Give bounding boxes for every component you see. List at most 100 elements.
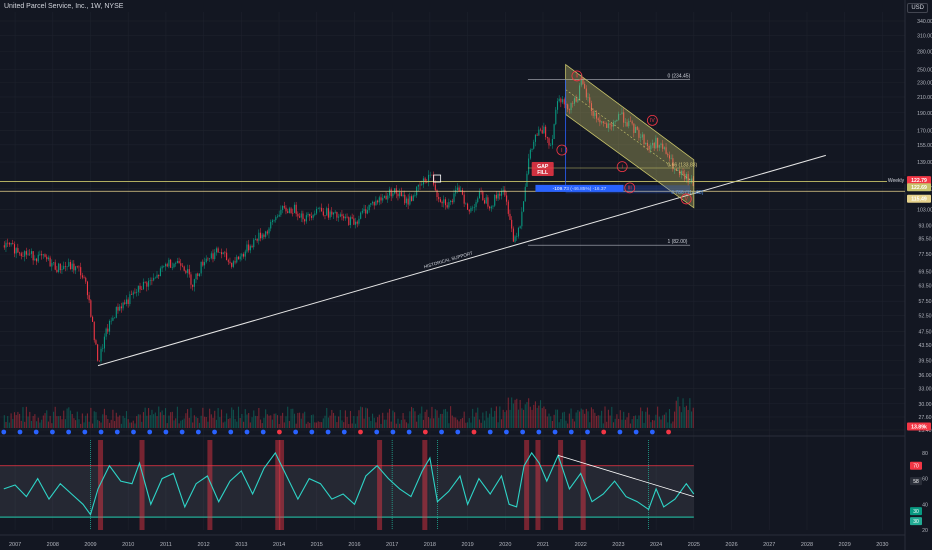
volume-bar — [499, 406, 501, 428]
volume-bar — [137, 414, 139, 428]
volume-bar — [692, 407, 694, 428]
volume-bar — [193, 415, 195, 428]
candle-body — [521, 211, 523, 227]
candle-body — [558, 98, 560, 102]
oscillator-line — [3, 451, 695, 516]
candle-body — [159, 268, 161, 277]
fib-level-078-label: 0.786 (114.63) — [671, 190, 703, 196]
candle-body — [253, 239, 255, 248]
volume-bar — [132, 420, 134, 428]
volume-bar — [309, 422, 311, 428]
volume-bar — [682, 398, 684, 428]
oscillator-signal-column — [377, 440, 383, 530]
wave-marker-label: IV — [650, 118, 655, 124]
signal-marker — [309, 429, 315, 435]
price-tick-label: 155.00 — [917, 143, 932, 149]
volume-bar — [480, 422, 482, 428]
candle-body — [619, 114, 621, 115]
volume-bar — [636, 419, 638, 428]
signal-marker — [66, 429, 72, 435]
candle-body — [506, 195, 508, 202]
candle-body — [524, 186, 526, 202]
volume-bar — [220, 409, 223, 428]
candle-body — [192, 284, 194, 287]
candle-body — [210, 253, 212, 259]
candle-body — [176, 261, 178, 264]
currency-button[interactable]: USD — [907, 3, 928, 13]
volume-bar — [136, 416, 138, 428]
oscillator-signal-column — [580, 440, 586, 530]
volume-bar — [251, 417, 253, 428]
volume-bar — [42, 415, 44, 428]
volume-bar — [353, 416, 355, 428]
candle-body — [25, 251, 27, 255]
candle-body — [509, 213, 511, 220]
candle-body — [13, 244, 16, 254]
candle-body — [475, 202, 477, 208]
candle-body — [249, 246, 251, 251]
volume-bar — [551, 420, 553, 428]
volume-bar — [360, 406, 362, 428]
candle-body — [385, 195, 387, 200]
candle-body — [551, 139, 553, 145]
volume-bar — [383, 419, 385, 428]
volume-bar — [492, 416, 494, 428]
candle-body — [142, 281, 145, 290]
candle-body — [8, 243, 10, 245]
oscillator-tag-box — [910, 507, 922, 516]
candle-body — [139, 285, 141, 290]
candle-body — [628, 120, 630, 127]
candle-body — [46, 256, 48, 260]
candle-body — [278, 214, 280, 217]
time-tick-label: 2017 — [386, 542, 398, 548]
candle-body — [180, 263, 182, 266]
volume-bar — [366, 408, 369, 428]
candle-body — [599, 119, 601, 123]
volume-bar — [170, 412, 172, 428]
candle-body — [331, 211, 333, 215]
volume-bar — [390, 421, 392, 428]
candle-body — [618, 114, 620, 120]
volume-bar — [202, 407, 204, 428]
volume-bar — [207, 421, 209, 428]
candle-body — [193, 279, 195, 287]
volume-bar — [629, 423, 632, 428]
volume-bar — [25, 406, 27, 428]
candle-body — [105, 328, 107, 337]
volume-bar — [80, 423, 82, 428]
oscillator-signal-column — [535, 440, 541, 530]
time-tick-label: 2008 — [47, 542, 59, 548]
volume-bar — [346, 416, 348, 428]
volume-bar — [519, 399, 521, 428]
volume-bar — [73, 418, 75, 428]
candle-body — [427, 174, 430, 183]
candle-body — [214, 252, 216, 260]
volume-bar — [307, 421, 309, 428]
volume-bar — [5, 421, 7, 428]
volume-bar — [570, 408, 572, 428]
volume-bar — [261, 423, 263, 428]
volume-bar — [539, 400, 542, 428]
candle-body — [487, 197, 489, 207]
volume-bar — [185, 413, 187, 428]
candle-body — [602, 121, 604, 124]
volume-bar — [495, 406, 497, 428]
volume-bar — [580, 408, 582, 428]
volume-bar — [209, 408, 211, 428]
volume-bar — [511, 397, 513, 428]
volume-bar — [215, 419, 217, 428]
volume-bar — [153, 414, 155, 428]
volume-bar — [668, 409, 671, 428]
volume-bar — [285, 416, 287, 428]
volume-bar — [78, 419, 80, 428]
candle-body — [319, 207, 321, 209]
volume-bar — [156, 416, 158, 428]
price-tick-label: 85.50 — [919, 237, 932, 243]
candle-body — [215, 248, 217, 253]
candle-body — [545, 126, 547, 138]
wave-marker-label: III — [628, 186, 632, 192]
volume-bar — [10, 413, 12, 428]
candle-body — [411, 196, 413, 201]
candle-body — [188, 269, 190, 275]
